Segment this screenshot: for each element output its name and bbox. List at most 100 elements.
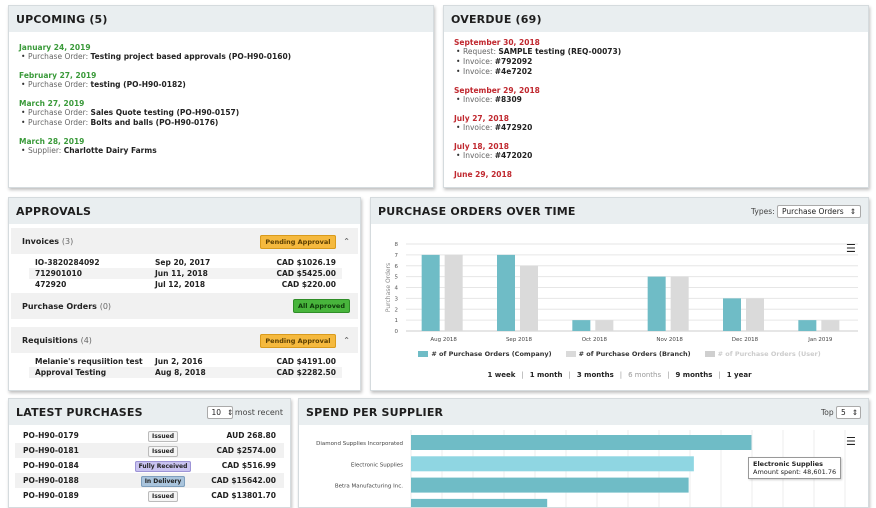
legend-item[interactable]: # of Purchase Orders (Company) [418,350,552,358]
item-list: Purchase Order: Sales Quote testing (PO-… [19,108,423,128]
range-button[interactable]: 3 months [576,371,614,379]
bar-branch [670,276,689,331]
invoices-section-header[interactable]: Invoices (3) Pending Approval ⌃ [11,228,358,254]
legend-item[interactable]: # of Purchase Orders (User) [704,350,821,358]
date-heading: July 18, 2018 [454,142,509,151]
bar-company [572,320,591,331]
bar-company [421,254,440,331]
po-number[interactable]: PO-H90-0181 [23,446,79,455]
amount: CAD $15642.00 [211,476,276,485]
approval-row[interactable]: Melanie's requsiition test Jun 2, 2016 CAD… [29,356,342,367]
range-button[interactable]: 1 week [487,371,516,379]
reference: IO-3820284092 [35,258,100,267]
y-tick-label: 4 [395,286,399,292]
supplier-label: Betra Manufacturing Inc. [335,484,403,490]
tooltip-value: Amount spent: 48,601.76 [753,468,837,476]
item-type: Purchase Order: [28,118,89,127]
divider: | [718,371,721,379]
purchase-row[interactable]: PO-H90-0179 Issued AUD 268.80 [15,428,284,443]
range-button[interactable]: 1 year [726,371,752,379]
purchase-orders-section-header[interactable]: Purchase Orders (0) All Approved [11,293,358,319]
approvals-panel: APPROVALS Invoices (3) Pending Approval … [8,197,361,391]
latest-purchases-title: LATEST PURCHASES [16,405,143,419]
bar-branch [595,320,614,331]
legend-item[interactable]: # of Purchase Orders (Branch) [565,350,691,358]
range-button[interactable]: 6 months [628,371,662,379]
po-number[interactable]: PO-H90-0189 [23,491,79,500]
divider: | [568,371,571,379]
item-name[interactable]: #8309 [494,95,522,104]
po-number[interactable]: PO-H90-0188 [23,476,79,485]
item-list: Invoice: #472020 [454,151,858,161]
list-item[interactable]: Purchase Order: testing (PO-H90-0182) [19,80,423,90]
list-item[interactable]: Invoice: #4e7202 [454,67,858,77]
requisitions-section-header[interactable]: Requisitions (4) Pending Approval ⌃ [11,327,358,353]
approval-row[interactable]: 712901010 Jun 11, 2018 CAD $5425.00 [29,268,342,279]
tooltip-title: Electronic Supplies [753,460,824,468]
supplier-bar [411,456,694,472]
list-item[interactable]: Invoice: #8309 [454,95,858,105]
item-name[interactable]: #472020 [494,151,533,160]
item-type: Invoice: [463,151,493,160]
upcoming-panel: UPCOMING (5) January 24, 2019Purchase Or… [8,5,434,188]
item-name[interactable]: #4e7202 [494,67,533,76]
types-select[interactable]: Purchase Orders ⇕ [777,204,861,218]
supplier-label: Electronic Supplies [351,462,403,468]
x-tick-label: Sep 2018 [506,337,533,343]
po-chart-title: PURCHASE ORDERS OVER TIME [378,204,576,218]
y-tick-label: 8 [395,242,399,248]
item-name[interactable]: testing (PO-H90-0182) [90,80,186,89]
item-name[interactable]: Testing project based approvals (PO-H90-… [90,52,292,61]
range-button[interactable]: 9 months [675,371,713,379]
chart-menu-icon[interactable]: ☰ [846,435,856,448]
item-type: Invoice: [463,123,493,132]
po-over-time-panel: PURCHASE ORDERS OVER TIME Types: Purchas… [370,197,869,391]
item-name[interactable]: #472920 [494,123,533,132]
types-select-value: Purchase Orders [782,206,844,216]
list-item[interactable]: Request: SAMPLE testing (REQ-00073) [454,47,858,57]
amount: CAD $220.00 [281,280,336,289]
po-number[interactable]: PO-H90-0184 [23,461,79,470]
list-item[interactable]: Supplier: Charlotte Dairy Farms [19,146,423,156]
po-number[interactable]: PO-H90-0179 [23,431,79,440]
list-item[interactable]: Purchase Order: Sales Quote testing (PO-… [19,108,423,118]
approval-row[interactable]: IO-3820284092 Sep 20, 2017 CAD $1026.19 [29,257,342,268]
item-type: Purchase Order: [28,80,89,89]
list-item[interactable]: Invoice: #472920 [454,123,858,133]
item-name[interactable]: Sales Quote testing (PO-H90-0157) [90,108,240,117]
list-item[interactable]: Purchase Order: Testing project based ap… [19,52,423,62]
y-tick-label: 7 [395,253,399,259]
item-name[interactable]: #792092 [494,57,533,66]
chart-menu-icon[interactable]: ☰ [846,242,856,255]
top-select[interactable]: 5 ⇕ [836,405,861,419]
overdue-title: OVERDUE (69) [451,12,542,26]
item-list: Invoice: #8309 [454,95,858,105]
purchase-row[interactable]: PO-H90-0184 Fully Received CAD $516.99 [15,458,284,473]
list-item[interactable]: Invoice: #472020 [454,151,858,161]
purchase-row[interactable]: PO-H90-0188 In Delivery CAD $15642.00 [15,473,284,488]
select-arrows-icon: ⇕ [849,206,856,216]
item-list: Supplier: Charlotte Dairy Farms [19,146,423,156]
chevron-up-icon[interactable]: ⌃ [343,236,350,246]
date: Jul 12, 2018 [155,280,206,289]
item-name[interactable]: Charlotte Dairy Farms [63,146,157,155]
purchase-row[interactable]: PO-H90-0189 Issued CAD $13801.70 [15,488,284,503]
list-item[interactable]: Invoice: #792092 [454,57,858,67]
purchase-row[interactable]: PO-H90-0181 Issued CAD $2574.00 [15,443,284,458]
date-heading: February 27, 2019 [19,71,97,80]
supplier-bar [411,477,689,493]
approval-row[interactable]: Approval Testing Aug 8, 2018 CAD $2282.50 [29,367,342,378]
approval-row[interactable]: 472920 Jul 12, 2018 CAD $220.00 [29,279,342,290]
list-item[interactable]: Purchase Order: Bolts and balls (PO-H90-… [19,118,423,128]
item-name[interactable]: Bolts and balls (PO-H90-0176) [90,118,219,127]
item-type: Request: [463,47,496,56]
x-tick-label: Nov 2018 [656,337,683,343]
date-heading: June 29, 2018 [454,170,512,179]
y-tick-label: 1 [395,318,399,324]
range-button[interactable]: 1 month [529,371,563,379]
amount: CAD $4191.00 [276,357,336,366]
chevron-up-icon[interactable]: ⌃ [343,335,350,345]
item-name[interactable]: SAMPLE testing (REQ-00073) [498,47,622,56]
x-tick-label: Oct 2018 [582,337,608,343]
recent-count-select[interactable]: 10 ⇕ [206,405,233,419]
